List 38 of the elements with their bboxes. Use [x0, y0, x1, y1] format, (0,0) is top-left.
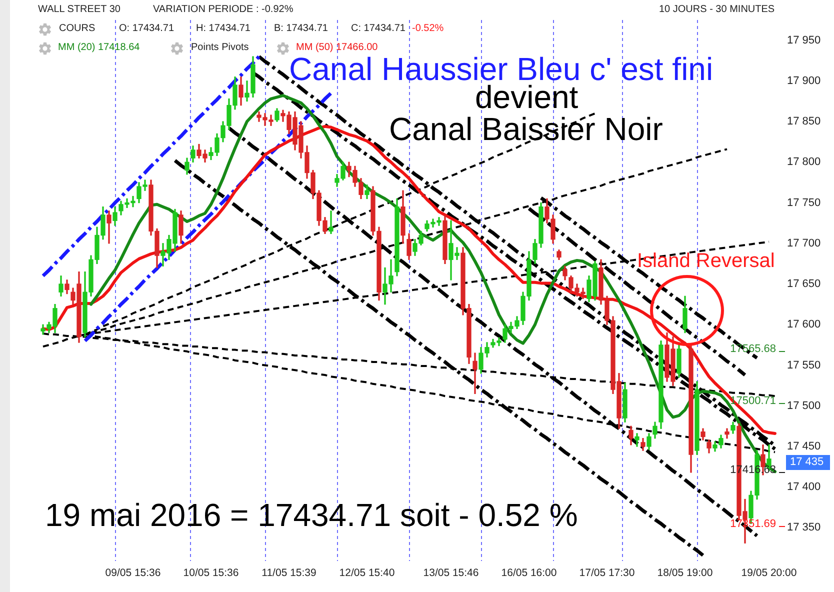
y-tick-label: 17 650 — [787, 278, 821, 290]
chart-title: WALL STREET 30 — [38, 4, 120, 15]
x-tick-label: 19/05 20:00 — [741, 567, 797, 580]
x-tick-label: 12/05 15:40 — [339, 567, 395, 580]
text: MM (50) 17466.00 — [296, 42, 378, 53]
x-tick-label: 17/05 17:30 — [579, 567, 635, 580]
annotation: -0.52% — [412, 23, 444, 34]
y-tick-label: 17 800 — [787, 156, 821, 168]
x-tick-label: 11/05 15:39 — [262, 567, 316, 580]
annotation: Island Reversal — [637, 250, 775, 272]
y-tick-label: 17 700 — [787, 237, 821, 250]
annotation: Points Pivots — [191, 42, 249, 53]
x-tick-label: 13/05 15:46 — [423, 567, 479, 580]
y-tick-label: 17 500 — [787, 400, 821, 412]
text: 10 JOURS - 30 MINUTES — [659, 4, 775, 15]
text: MM (20) 17418.64 — [58, 42, 140, 53]
annotation: COURS — [59, 23, 96, 34]
y-tick-label: 17 600 — [787, 318, 821, 331]
annotation: devient — [475, 79, 578, 115]
y-tick-label: 17 900 — [787, 74, 821, 87]
x-tick-label: 18/05 19:00 — [657, 567, 713, 580]
text: 17 435 — [786, 455, 830, 470]
y-tick-label: 17 550 — [787, 359, 821, 372]
y-tick-label: 17 400 — [787, 481, 821, 494]
y-tick-label: 17 450 — [787, 440, 821, 452]
chart-subtitle: VARIATION PERIODE : -0.92% — [153, 4, 294, 15]
annotation: B: 17434.71 — [274, 23, 328, 34]
x-tick-label: 10/05 15:36 — [183, 567, 239, 580]
y-tick-label: 17 950 — [787, 34, 821, 46]
x-tick-label: 16/05 16:00 — [501, 567, 557, 580]
y-tick-label: 17 850 — [787, 116, 821, 128]
y-tick-label: 17 350 — [787, 522, 821, 534]
annotation: 19 mai 2016 = 17434.71 soit - 0.52 % — [45, 497, 578, 533]
x-tick-label: 09/05 15:36 — [105, 567, 161, 580]
annotation: O: 17434.71 — [119, 23, 174, 34]
annotation: C: 17434.71 — [351, 23, 406, 34]
annotation: H: 17434.71 — [196, 23, 250, 34]
y-tick-label: 17 750 — [787, 196, 821, 209]
